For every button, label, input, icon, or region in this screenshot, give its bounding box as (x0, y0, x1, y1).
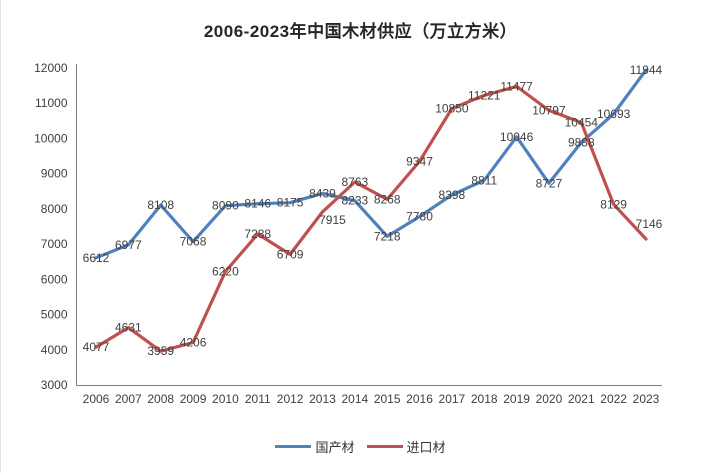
data-label-国产材: 7780 (406, 210, 433, 224)
series-line-进口材 (94, 84, 648, 353)
data-label-进口材: 6709 (277, 247, 304, 261)
x-tick-label: 2019 (503, 392, 530, 406)
legend-label-domestic: 国产材 (315, 440, 355, 455)
data-label-国产材: 7218 (374, 229, 401, 243)
x-tick-label: 2006 (83, 392, 110, 406)
data-label-国产材: 8439 (309, 186, 336, 200)
data-label-国产材: 8175 (277, 196, 304, 210)
data-label-进口材: 10850 (435, 102, 469, 116)
data-label-国产材: 8811 (471, 173, 497, 187)
y-tick-label: 10000 (34, 131, 68, 145)
x-tick-label: 2015 (374, 392, 401, 406)
y-tick-label: 11000 (35, 96, 68, 110)
chart-title: 2006-2023年中国木材供应（万立方米） (203, 22, 518, 41)
x-tick-label: 2018 (471, 392, 498, 406)
x-tick-label: 2010 (212, 392, 239, 406)
legend-item-imported: 进口材 (366, 437, 446, 456)
data-label-进口材: 4077 (83, 340, 110, 354)
data-label-进口材: 10797 (532, 103, 566, 117)
data-label-国产材: 8090 (212, 199, 239, 213)
x-tick-label: 2011 (245, 392, 271, 406)
legend-item-domestic: 国产材 (275, 437, 355, 456)
x-tick-label: 2012 (277, 392, 304, 406)
data-label-国产材: 9888 (568, 135, 595, 149)
data-label-国产材: 6977 (115, 238, 142, 252)
data-label-国产材: 10693 (597, 107, 631, 121)
data-label-进口材: 6220 (212, 265, 239, 279)
data-label-国产材: 10046 (500, 130, 534, 144)
y-tick-label: 3000 (41, 378, 68, 392)
data-label-进口材: 9347 (406, 154, 433, 168)
x-tick-label: 2023 (633, 392, 660, 406)
legend: 国产材 进口材 (1, 437, 719, 456)
x-tick-label: 2008 (147, 392, 174, 406)
data-label-国产材: 8727 (536, 176, 563, 190)
x-tick-label: 2007 (115, 392, 142, 406)
y-tick-label: 8000 (41, 202, 68, 216)
x-tick-label: 2020 (536, 392, 563, 406)
data-label-进口材: 4631 (115, 321, 142, 335)
y-tick-label: 12000 (34, 61, 68, 75)
data-label-进口材: 8763 (341, 175, 368, 189)
data-label-国产材: 7068 (180, 235, 207, 249)
x-tick-label: 2017 (439, 392, 466, 406)
legend-line-swatch-imported (366, 445, 403, 448)
data-label-进口材: 7146 (636, 217, 663, 231)
data-label-国产材: 8233 (341, 194, 368, 208)
data-label-国产材: 11944 (630, 63, 663, 77)
data-label-进口材: 11221 (468, 88, 501, 102)
x-tick-label: 2014 (341, 392, 368, 406)
data-label-进口材: 8129 (600, 197, 627, 211)
x-tick-label: 2021 (568, 392, 595, 406)
series-line-国产材 (94, 68, 648, 260)
y-tick-label: 7000 (41, 237, 68, 251)
y-tick-label: 5000 (41, 308, 68, 322)
y-tick-label: 6000 (41, 272, 68, 286)
data-label-进口材: 7288 (244, 227, 271, 241)
y-tick-label: 9000 (41, 167, 68, 181)
y-tick-label: 4000 (41, 343, 68, 357)
data-label-进口材: 8268 (374, 192, 401, 206)
data-label-国产材: 8108 (147, 198, 174, 212)
data-label-国产材: 8146 (244, 197, 271, 211)
data-label-进口材: 7915 (319, 213, 346, 227)
x-tick-label: 2022 (600, 392, 627, 406)
x-tick-label: 2013 (309, 392, 336, 406)
data-label-进口材: 3959 (147, 344, 174, 358)
data-label-国产材: 8398 (439, 188, 466, 202)
legend-line-swatch-domestic (275, 445, 312, 448)
data-label-进口材: 4206 (180, 336, 207, 350)
data-label-进口材: 11477 (500, 79, 533, 93)
data-label-国产材: 6612 (83, 251, 110, 265)
x-tick-label: 2009 (180, 392, 207, 406)
legend-label-imported: 进口材 (406, 440, 446, 455)
x-tick-label: 2016 (406, 392, 433, 406)
data-label-进口材: 10454 (565, 115, 599, 129)
